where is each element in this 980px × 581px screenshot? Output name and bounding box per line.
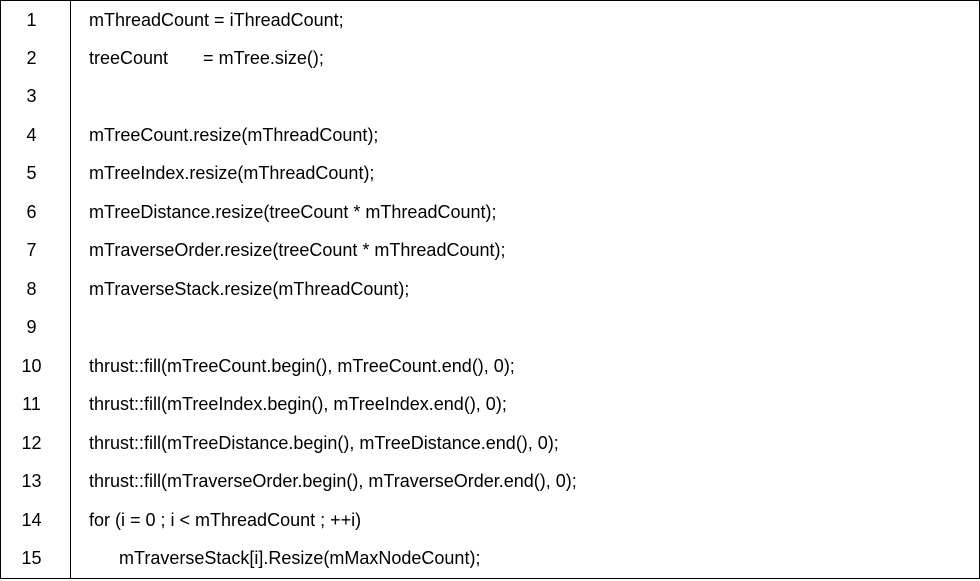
code-line: thrust::fill(mTreeDistance.begin(), mTre… [71,424,980,463]
code-line: mTraverseStack[i].Resize(mMaxNodeCount); [71,540,980,579]
code-line: mTraverseStack.resize(mThreadCount); [71,270,980,309]
line-number: 10 [1,347,71,386]
code-line: mTreeCount.resize(mThreadCount); [71,116,980,155]
code-body: 1 mThreadCount = iThreadCount; 2 treeCou… [1,1,980,579]
code-row: 13 thrust::fill(mTraverseOrder.begin(), … [1,463,980,502]
code-row: 10 thrust::fill(mTreeCount.begin(), mTre… [1,347,980,386]
line-number: 2 [1,39,71,78]
line-number: 13 [1,463,71,502]
line-number: 9 [1,309,71,348]
code-row: 14 for (i = 0 ; i < mThreadCount ; ++i) [1,501,980,540]
code-listing: 1 mThreadCount = iThreadCount; 2 treeCou… [0,0,980,579]
code-row: 5 mTreeIndex.resize(mThreadCount); [1,155,980,194]
code-row: 7 mTraverseOrder.resize(treeCount * mThr… [1,232,980,271]
code-line [71,78,980,117]
code-row: 15 mTraverseStack[i].Resize(mMaxNodeCoun… [1,540,980,579]
code-line: treeCount = mTree.size(); [71,39,980,78]
code-line: mThreadCount = iThreadCount; [71,1,980,40]
code-line: thrust::fill(mTreeCount.begin(), mTreeCo… [71,347,980,386]
line-number: 3 [1,78,71,117]
line-number: 15 [1,540,71,579]
line-number: 5 [1,155,71,194]
code-row: 8 mTraverseStack.resize(mThreadCount); [1,270,980,309]
code-row: 12 thrust::fill(mTreeDistance.begin(), m… [1,424,980,463]
code-row: 1 mThreadCount = iThreadCount; [1,1,980,40]
code-row: 6 mTreeDistance.resize(treeCount * mThre… [1,193,980,232]
line-number: 14 [1,501,71,540]
code-line: for (i = 0 ; i < mThreadCount ; ++i) [71,501,980,540]
line-number: 12 [1,424,71,463]
code-line: thrust::fill(mTraverseOrder.begin(), mTr… [71,463,980,502]
code-row: 4 mTreeCount.resize(mThreadCount); [1,116,980,155]
code-line [71,309,980,348]
code-row: 2 treeCount = mTree.size(); [1,39,980,78]
code-line: mTreeIndex.resize(mThreadCount); [71,155,980,194]
line-number: 6 [1,193,71,232]
line-number: 7 [1,232,71,271]
line-number: 11 [1,386,71,425]
code-row: 9 [1,309,980,348]
code-row: 11 thrust::fill(mTreeIndex.begin(), mTre… [1,386,980,425]
code-row: 3 [1,78,980,117]
line-number: 4 [1,116,71,155]
line-number: 1 [1,1,71,40]
line-number: 8 [1,270,71,309]
code-line: mTreeDistance.resize(treeCount * mThread… [71,193,980,232]
code-line: mTraverseOrder.resize(treeCount * mThrea… [71,232,980,271]
code-line: thrust::fill(mTreeIndex.begin(), mTreeIn… [71,386,980,425]
